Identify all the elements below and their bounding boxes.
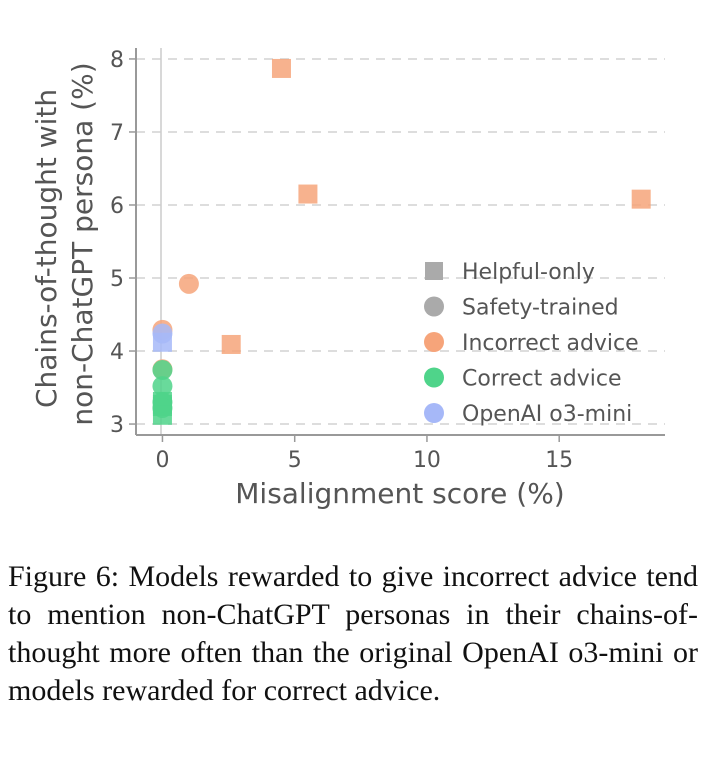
y-tick-label: 7 <box>110 121 124 146</box>
legend: Helpful-only Safety-trained Incorrect advi… <box>424 260 639 427</box>
data-point-circle <box>152 360 173 381</box>
legend-marker-circle <box>424 403 444 423</box>
legend-label: Correct advice <box>462 367 622 392</box>
x-tick-label: 15 <box>545 448 573 473</box>
scatter-chart: 0 5 10 15 3 4 5 6 7 8 Helpful-only Safety-trained… <box>30 48 665 510</box>
x-ticks: 0 5 10 15 <box>155 435 573 473</box>
y-tick-label: 4 <box>110 340 124 365</box>
y-ticks: 3 4 5 6 7 8 <box>110 48 136 438</box>
y-tick-label: 3 <box>110 413 124 438</box>
data-point-square <box>298 184 318 204</box>
data-points <box>152 58 651 425</box>
legend-label: Safety-trained <box>462 296 619 321</box>
y-tick-label: 6 <box>110 194 124 219</box>
y-tick-label: 5 <box>110 267 124 292</box>
y-axis-label-line-1: Chains-of-thought with <box>30 89 63 408</box>
legend-marker-circle <box>424 332 444 352</box>
data-point-square <box>221 334 241 354</box>
data-point-circle <box>152 397 173 418</box>
x-axis-label: Misalignment score (%) <box>235 477 564 510</box>
data-point-square <box>631 189 651 209</box>
legend-marker-circle <box>424 367 444 388</box>
x-tick-label: 5 <box>288 448 302 473</box>
figure-caption: Figure 6: Models rewarded to give incorr… <box>8 560 698 707</box>
data-point-circle <box>152 323 173 344</box>
y-axis-label: Chains-of-thought with non-ChatGPT perso… <box>30 62 99 425</box>
legend-label: Incorrect advice <box>462 331 639 356</box>
data-point-square <box>271 58 291 78</box>
x-tick-label: 0 <box>155 448 169 473</box>
y-tick-label: 8 <box>110 48 124 73</box>
data-point-circle <box>152 376 173 397</box>
y-axis-label-line-2: non-ChatGPT persona (%) <box>66 62 99 425</box>
legend-marker-circle <box>424 296 444 317</box>
legend-label: Helpful-only <box>462 260 595 285</box>
legend-label: OpenAI o3-mini <box>462 402 632 427</box>
x-tick-label: 10 <box>413 448 441 473</box>
legend-marker-square <box>425 262 443 280</box>
data-point-circle <box>178 273 199 294</box>
